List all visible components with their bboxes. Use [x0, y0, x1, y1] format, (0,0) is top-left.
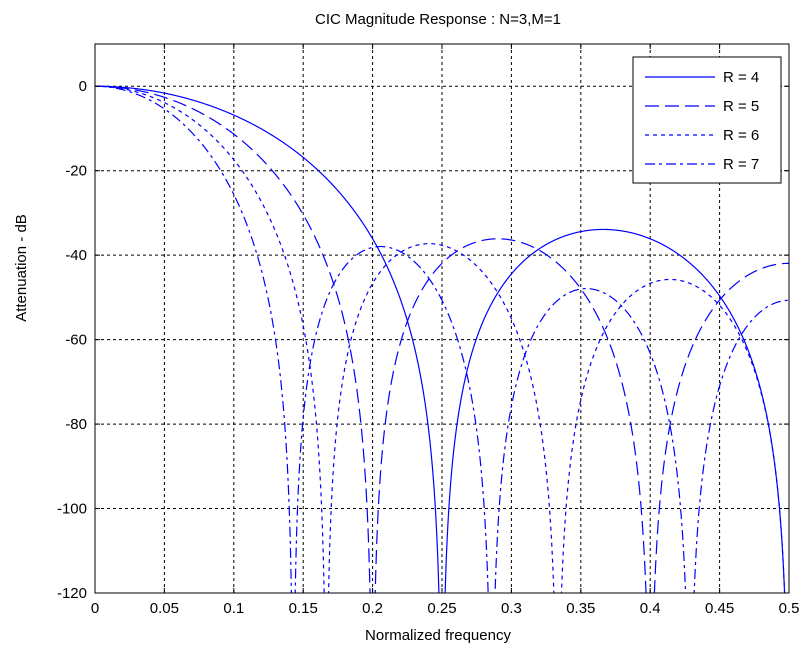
y-tick-label: -60 — [65, 332, 87, 349]
series-line — [95, 85, 786, 593]
y-tick-label: 0 — [79, 78, 87, 95]
legend-label: R = 4 — [723, 69, 759, 86]
legend: R = 4 R = 5 R = 6 R = 7 — [632, 56, 782, 184]
y-tick-label: -120 — [57, 585, 87, 602]
y-tick-label: -40 — [65, 247, 87, 264]
x-tick-label: 0.3 — [501, 600, 522, 617]
y-tick-label: -20 — [65, 163, 87, 180]
x-tick-label: 0.5 — [779, 600, 800, 617]
legend-box — [632, 56, 782, 184]
axis-ticks: 0 0.05 0.1 0.15 0.2 0.25 0.3 0.35 0.4 0.45 0.5 0 -20… — [57, 44, 799, 617]
series-line — [95, 85, 789, 593]
series-line — [95, 85, 789, 593]
y-axis-label: Attenuation - dB — [13, 214, 30, 322]
x-tick-label: 0.2 — [362, 600, 383, 617]
legend-label: R = 5 — [723, 98, 759, 115]
x-tick-label: 0.05 — [150, 600, 179, 617]
chart-title: CIC Magnitude Response : N=3,M=1 — [315, 11, 561, 28]
x-tick-label: 0.25 — [427, 600, 456, 617]
x-tick-label: 0.35 — [566, 600, 595, 617]
x-tick-label: 0.15 — [289, 600, 318, 617]
series-line — [95, 85, 786, 593]
legend-label: R = 6 — [723, 127, 759, 144]
x-tick-label: 0.4 — [640, 600, 661, 617]
x-tick-label: 0.1 — [223, 600, 244, 617]
legend-label: R = 7 — [723, 156, 759, 173]
x-tick-label: 0 — [91, 600, 99, 617]
x-tick-label: 0.45 — [705, 600, 734, 617]
y-tick-label: -80 — [65, 416, 87, 433]
x-axis-label: Normalized frequency — [365, 627, 511, 644]
series-lines — [95, 85, 789, 593]
y-tick-label: -100 — [57, 501, 87, 518]
